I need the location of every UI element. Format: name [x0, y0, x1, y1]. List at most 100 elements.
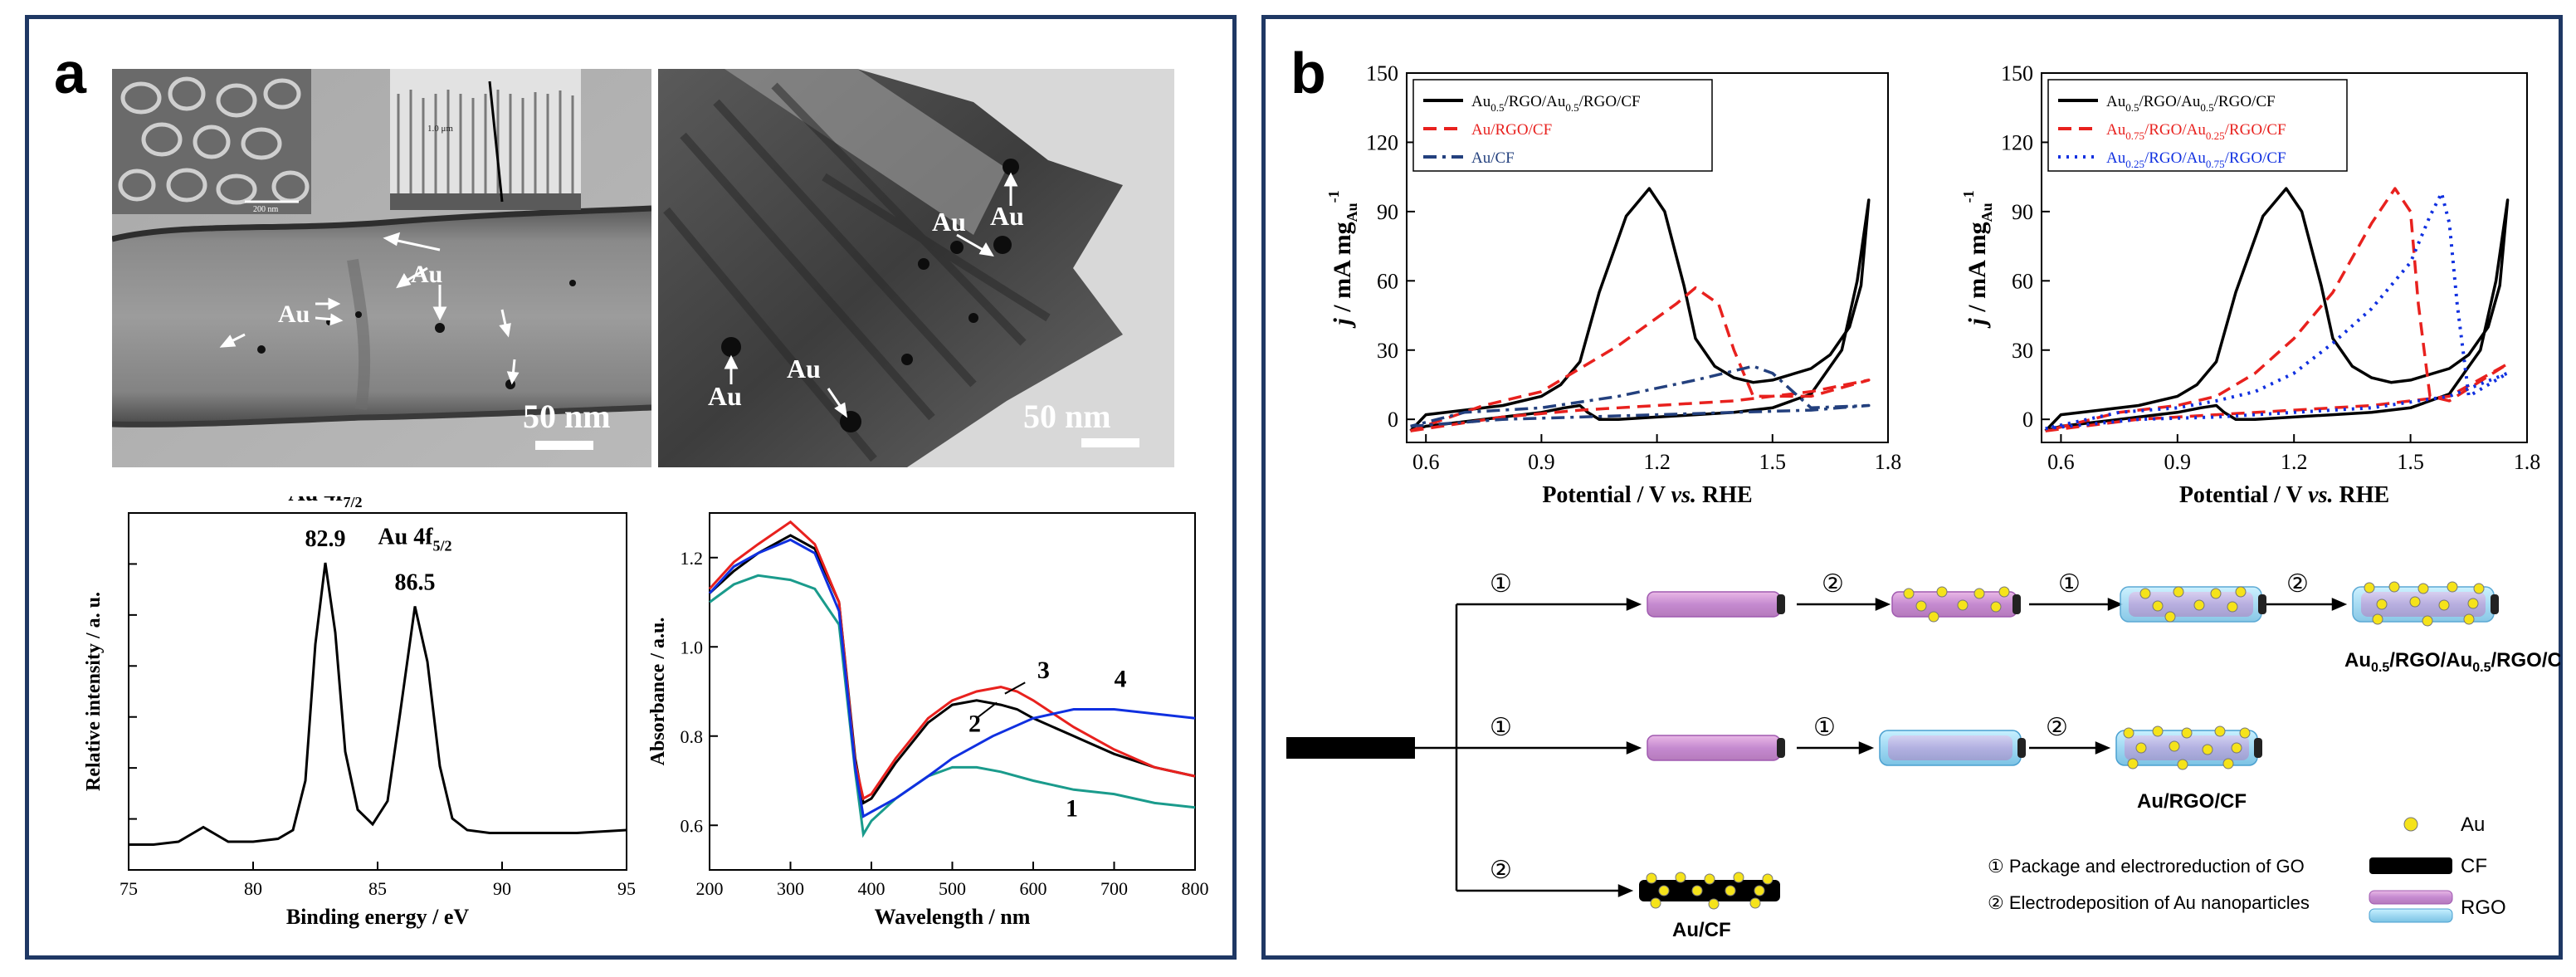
xps-xtick-label: 80 — [244, 878, 262, 899]
rod-rgo-rgo — [1879, 730, 2026, 766]
tem1-inset2-scale: 1.0 μm — [427, 124, 453, 134]
uv-series-4 — [708, 538, 1196, 818]
cv1-ytick-label: 60 — [1377, 269, 1398, 293]
scheme-product-mid: Au/RGO/CF — [2137, 790, 2247, 813]
tem1-scale-bar-label: 50 nm — [523, 398, 611, 435]
tem-image-2: Au Au Au Au 50 nm — [658, 69, 1174, 467]
legend-au-symbol — [2403, 817, 2418, 832]
tem2-au-particles — [721, 159, 1019, 432]
cv1-ytick-label: 120 — [1366, 130, 1398, 154]
uv-label-pointer — [976, 701, 998, 720]
cv2-ytick-label: 60 — [2012, 269, 2033, 293]
cv2-ytick-label: 120 — [2001, 130, 2033, 154]
scheme-product-bot: Au/CF — [1672, 919, 1731, 941]
scheme-step-top-2: ② — [1822, 570, 1844, 598]
legend-rgo-symbol-2 — [2369, 908, 2453, 923]
tem2-arrows — [724, 172, 1018, 418]
uv-series-3 — [708, 520, 1196, 801]
xps-xtick-label: 95 — [617, 878, 636, 899]
legend-cf-symbol — [2369, 857, 2452, 874]
panel-b: b 0.6 0.9 1.2 1.5 1.8 0 30 60 90 120 150 Au0.5/RGO/… — [1261, 15, 2563, 960]
cv1-series-1 — [1410, 286, 1871, 432]
rod-product-mid — [2115, 725, 2262, 770]
cv1-ytick-label: 150 — [1366, 61, 1398, 85]
tem-image-1: Au Au 200 nm 1.0 μm 50 n — [112, 69, 651, 467]
cv1-legend-label: Au/RGO/CF — [1471, 121, 1552, 139]
uv-xtick-label: 500 — [939, 878, 966, 899]
xps-peak-name: Au 4f7/2 — [288, 496, 362, 510]
uv-ytick-label: 1.0 — [681, 637, 704, 657]
cv2-ytick-label: 0 — [2022, 408, 2033, 432]
xps-xtick-label: 85 — [368, 878, 387, 899]
cv1-ylabel: j / mA mgAu-1 — [1325, 190, 1360, 328]
legend-cf-label: CF — [2461, 855, 2487, 877]
rod-au-rgo-1 — [1891, 586, 2021, 623]
cf-start — [1286, 737, 1415, 759]
cv2-series-1 — [2045, 187, 2510, 432]
synthesis-scheme: ① ① ② ② ① ② ① ② — [1286, 570, 2560, 941]
cv2-xtick-label: 1.2 — [2281, 450, 2308, 474]
cv1-ytick-label: 90 — [1377, 200, 1398, 224]
scheme-step-mid-2: ① — [1813, 714, 1836, 741]
cv1-xtick-label: 1.8 — [1875, 450, 1902, 474]
uv-curve-label: 1 — [1066, 795, 1078, 823]
scheme-note-1: ① Package and electroreduction of GO — [1988, 856, 2305, 877]
cv2-xtick-label: 1.5 — [2397, 450, 2424, 474]
scheme-product-top: Au0.5/RGO/Au0.5/RGO/CF — [2344, 649, 2560, 675]
xps-xtick-label: 90 — [493, 878, 511, 899]
cv1-xtick-label: 1.2 — [1643, 450, 1671, 474]
cv1-xtick-label: 0.6 — [1412, 450, 1440, 474]
cv2-legend-box — [2047, 79, 2348, 172]
tem2-scale-bar-label: 50 nm — [1023, 398, 1111, 435]
scheme-step-mid-1: ① — [1490, 714, 1512, 741]
tem1-inset1-scale: 200 nm — [253, 205, 279, 214]
tem2-au-label-2: Au — [932, 207, 966, 237]
cv2-ytick-label: 150 — [2001, 61, 2033, 85]
uv-xtick-label: 200 — [696, 878, 724, 899]
legend-rgo-symbol-1 — [2369, 890, 2453, 905]
tem1-au-label-2: Au — [278, 300, 310, 328]
tem1-inset-sem-top: 200 nm — [112, 69, 311, 214]
cv-chart-1: 0.6 0.9 1.2 1.5 1.8 0 30 60 90 120 150 Au0.5/RGO/Au… — [1325, 61, 1902, 508]
cv2-xlabel: Potential / V vs. RHE — [2179, 482, 2389, 508]
xps-xlabel: Binding energy / eV — [286, 905, 470, 929]
xps-chart: 75 80 85 90 95 Binding energy / eV Relative in… — [83, 496, 636, 929]
cv1-xtick-label: 1.5 — [1759, 450, 1787, 474]
cv1-ytick-label: 30 — [1377, 339, 1398, 363]
cv2-ytick-label: 90 — [2012, 200, 2033, 224]
legend-au-label: Au — [2461, 813, 2485, 836]
cv2-legend-label: Au0.5/RGO/Au0.5/RGO/CF — [2106, 93, 2276, 114]
panel-a: a Au — [25, 15, 1237, 960]
panel-a-label: a — [54, 41, 86, 105]
tem1-arrows — [219, 232, 520, 385]
panel-b-label: b — [1290, 41, 1326, 105]
cv2-series-0 — [2044, 187, 2510, 432]
xps-series-line — [129, 562, 627, 846]
cv2-xtick-label: 0.9 — [2164, 450, 2192, 474]
tem1-inset-sem-cross: 1.0 μm — [390, 69, 581, 210]
uv-xlabel: Wavelength / nm — [875, 905, 1031, 929]
uv-series-2 — [708, 534, 1196, 805]
scheme-step-top-3: ① — [2058, 570, 2081, 598]
uv-xtick-label: 400 — [858, 878, 886, 899]
uv-xtick-label: 600 — [1020, 878, 1047, 899]
cv1-series-0 — [1409, 187, 1871, 432]
scheme-note-2: ② Electrodeposition of Au nanoparticles — [1988, 892, 2310, 913]
tem2-au-label-1: Au — [990, 201, 1024, 231]
rod-product-top — [2352, 581, 2499, 627]
scheme-step-top-1: ① — [1490, 570, 1512, 598]
uv-ylabel: Absorbance / a.u. — [647, 618, 669, 766]
cv1-ytick-label: 0 — [1388, 408, 1398, 432]
cv-chart-2: 0.6 0.9 1.2 1.5 1.8 0 30 60 90 120 150 Au0.5/RGO/Au… — [1960, 61, 2540, 508]
cv1-xlabel: Potential / V vs. RHE — [1542, 482, 1752, 508]
cv1-legend-label: Au/CF — [1471, 149, 1515, 167]
rod-rgo-1 — [1647, 591, 1785, 618]
uv-ytick-label: 0.8 — [681, 726, 704, 747]
uv-xtick-label: 300 — [777, 878, 804, 899]
scheme-step-top-4: ② — [2286, 570, 2309, 598]
xps-peak-name: Au 4f5/2 — [378, 525, 451, 554]
uv-label-pointer — [1004, 681, 1026, 695]
rod-rgo-2 — [1647, 735, 1785, 761]
uv-ytick-label: 1.2 — [681, 548, 704, 569]
xps-xtick-label: 75 — [120, 878, 138, 899]
